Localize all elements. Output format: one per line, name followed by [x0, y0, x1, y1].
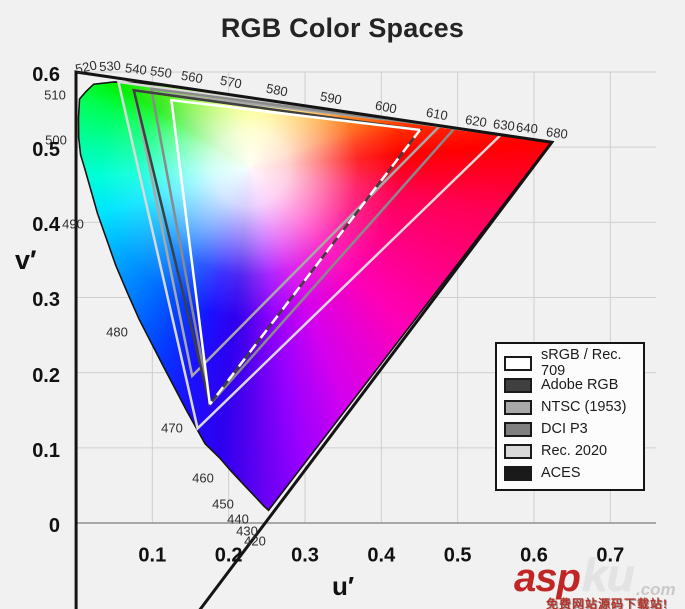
wavelength-label-550: 550 — [149, 63, 173, 81]
x-tick-0.1: 0.1 — [138, 544, 167, 567]
wavelength-label-450: 450 — [212, 496, 234, 512]
legend-label-dcip3: DCI P3 — [541, 421, 588, 437]
wavelength-label-640: 640 — [515, 119, 539, 137]
x-tick-0.5: 0.5 — [443, 544, 472, 567]
watermark: asp ku .com 免费网站源码下载站! — [508, 549, 685, 609]
gamut-adobergb — [132, 88, 423, 408]
legend-label-srgb: sRGB / Rec. 709 — [541, 347, 622, 379]
wavelength-label-430: 430 — [236, 523, 258, 539]
y-tick-0.4: 0.4 — [32, 214, 60, 237]
y-tick-0.6: 0.6 — [32, 63, 60, 86]
gamut-dcip3 — [149, 87, 458, 408]
chart-title: RGB Color Spaces — [220, 13, 465, 43]
wavelength-label-540: 540 — [124, 60, 148, 78]
legend-swatch-srgb — [504, 355, 532, 371]
spectral-locus-outline — [77, 81, 553, 512]
legend-item-srgb: sRGB / Rec. 709 — [497, 347, 643, 379]
gamut-ntsc1953 — [132, 88, 443, 379]
gamut-srgb-dashed-edge — [208, 129, 422, 406]
legend-swatch-ntsc1953 — [504, 399, 532, 415]
wavelength-label-500: 500 — [45, 132, 67, 148]
legend-swatch-rec2020 — [504, 443, 532, 459]
legend-box: sRGB / Rec. 709 Adobe RGB NTSC (1953) DCI P… — [495, 342, 645, 491]
watermark-com: .com — [636, 580, 676, 599]
watermark-tagline: 免费网站源码下载站! — [546, 597, 668, 609]
watermark-asp: asp — [514, 556, 581, 600]
gamut-aces — [74, 70, 555, 609]
x-tick-0.7: 0.7 — [596, 544, 625, 567]
y-tick-0.5: 0.5 — [32, 139, 60, 162]
x-axis-label: u′ — [331, 571, 355, 601]
legend-label-ntsc1953: NTSC (1953) — [541, 399, 627, 415]
y-tick-0.2: 0.2 — [32, 364, 60, 387]
legend-label-adobergb: Adobe RGB — [541, 377, 619, 393]
wavelength-label-460: 460 — [192, 470, 214, 486]
x-tick-0.6: 0.6 — [520, 544, 548, 567]
y-tick-0.3: 0.3 — [32, 289, 60, 312]
legend-swatch-aces — [504, 465, 532, 481]
wavelength-label-440: 440 — [227, 511, 249, 527]
wavelength-label-680: 680 — [545, 124, 569, 142]
x-tick-0.2: 0.2 — [214, 544, 243, 567]
legend-item-rec2020: Rec. 2020 — [497, 440, 643, 462]
y-axis-label: v′ — [15, 245, 37, 275]
wavelength-label-510: 510 — [44, 87, 66, 103]
legend-swatch-dcip3 — [504, 421, 532, 437]
gamut-srgb — [169, 98, 421, 405]
wavelength-label-620: 620 — [464, 111, 488, 131]
wavelength-label-420: 420 — [244, 533, 266, 549]
wavelength-label-470: 470 — [161, 420, 183, 436]
legend-item-dcip3: DCI P3 — [497, 418, 643, 440]
wavelength-label-530: 530 — [98, 57, 122, 75]
wavelength-label-490: 490 — [62, 216, 84, 232]
y-tick-0: 0 — [48, 515, 60, 537]
legend-rows: sRGB / Rec. 709 Adobe RGB NTSC (1953) DCI P… — [497, 347, 643, 484]
legend-label-rec2020: Rec. 2020 — [541, 443, 608, 459]
x-tick-0.3: 0.3 — [291, 544, 319, 567]
y-tick-0.1: 0.1 — [32, 439, 60, 462]
legend-label-aces: ACES — [541, 465, 581, 481]
watermark-ku: ku — [582, 549, 635, 601]
legend-swatch-adobergb — [504, 377, 532, 393]
legend-item-ntsc1953: NTSC (1953) — [497, 396, 643, 418]
x-tick-0.4: 0.4 — [367, 544, 396, 567]
wavelength-label-630: 630 — [492, 116, 516, 134]
legend-item-aces: ACES — [497, 462, 643, 484]
wavelength-label-480: 480 — [106, 324, 128, 340]
legend-item-adobergb: Adobe RGB — [497, 374, 643, 396]
